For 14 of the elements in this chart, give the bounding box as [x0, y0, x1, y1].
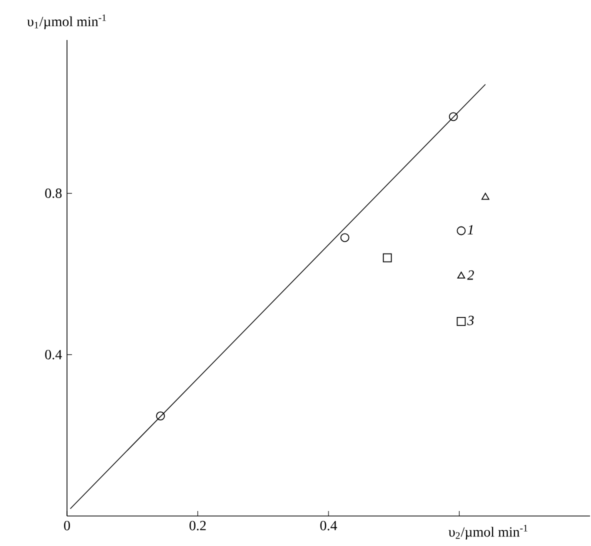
legend-label: 1 [468, 225, 473, 234]
x-tick-label: 0 [64, 520, 70, 530]
point [448, 112, 458, 122]
legend-label: 2 [467, 270, 474, 280]
x-axis-title: υ$_{2}$/µmol min$^{-1}$ [448, 524, 528, 540]
point [340, 233, 350, 242]
y-tick-label: 0.8 [45, 188, 62, 198]
legend-label: 3 [467, 316, 474, 326]
x-tick-label: 0.4 [320, 520, 338, 530]
x-tick-label: 0.2 [190, 520, 206, 530]
point [481, 192, 490, 200]
point [156, 412, 165, 420]
y-axis-title: υ$_{1}$/µmol min$^{-1}$ [27, 14, 106, 30]
point [382, 253, 392, 262]
